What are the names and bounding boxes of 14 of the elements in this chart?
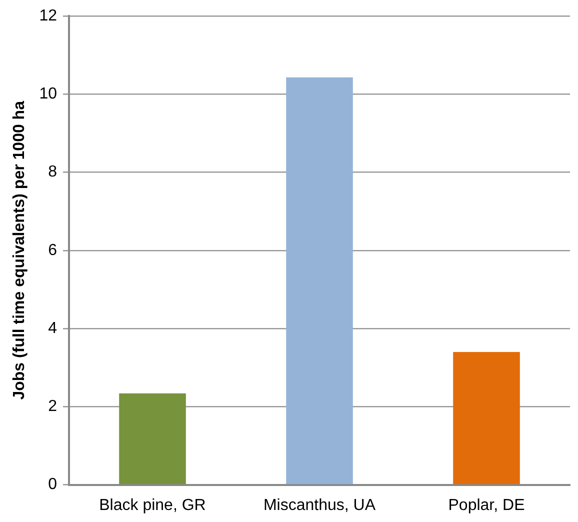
x-tick-label: Miscanthus, UA — [263, 496, 376, 514]
y-tick-label: 10 — [39, 86, 58, 103]
y-tick-label: 8 — [48, 164, 58, 181]
x-tick-label: Black pine, GR — [99, 496, 206, 514]
x-tick-label: Poplar, DE — [448, 496, 525, 514]
bar — [119, 393, 186, 484]
bar — [453, 352, 520, 484]
y-tick-label: 4 — [48, 320, 58, 337]
bar — [286, 77, 353, 484]
y-tick-label: 0 — [48, 476, 58, 494]
y-tick-label: 6 — [48, 242, 58, 259]
y-tick-label: 2 — [48, 398, 58, 416]
y-axis-title: Jobs (full time equivalents) per 1000 ha — [11, 100, 28, 400]
y-tick-label: 12 — [39, 7, 58, 24]
